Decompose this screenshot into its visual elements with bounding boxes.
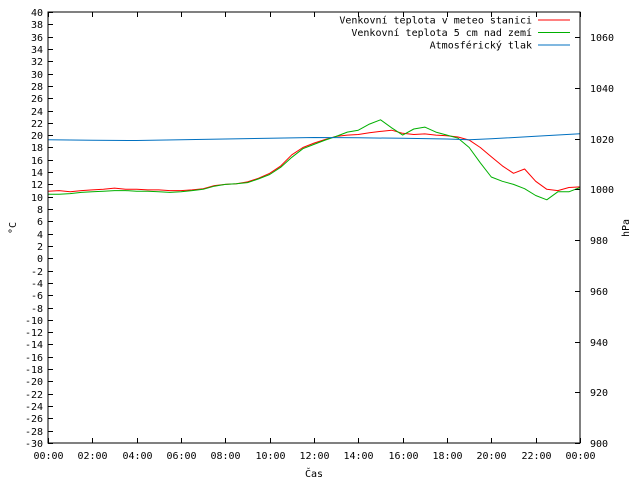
y-tick-label-2: 36 bbox=[31, 33, 43, 44]
y-tick-label-11: 18 bbox=[31, 143, 43, 154]
plot-series-lines bbox=[47, 119, 581, 201]
x-tick-label-1: 02:00 bbox=[77, 451, 107, 462]
y2-axis-title: hPa bbox=[621, 219, 632, 237]
y-tick-label-23: -6 bbox=[31, 291, 43, 302]
series-line-2 bbox=[47, 133, 581, 141]
x-tick-label-11: 22:00 bbox=[521, 451, 551, 462]
y-tick-label-21: -2 bbox=[31, 267, 43, 278]
y-tick-label-35: -30 bbox=[25, 439, 43, 450]
x-tick-label-3: 06:00 bbox=[166, 451, 196, 462]
x-tick-label-9: 18:00 bbox=[432, 451, 462, 462]
y-tick-label-20: 0 bbox=[37, 254, 43, 265]
y-tick-label-4: 32 bbox=[31, 57, 43, 68]
y-tick-label-32: -24 bbox=[25, 402, 43, 413]
x-tick-label-7: 14:00 bbox=[343, 451, 373, 462]
x-axis-ticks: 00:00 02:00 04:00 06:00 08:00 10:00 12:00 14:00… bbox=[33, 12, 596, 462]
plot-frame bbox=[47, 11, 581, 444]
y-tick-label-17: 6 bbox=[37, 217, 43, 228]
x-tick-label-10: 20:00 bbox=[476, 451, 506, 462]
legend-label-2: Atmosférický tlak bbox=[430, 40, 532, 52]
series-line-0 bbox=[47, 129, 581, 193]
y-tick-label-22: -4 bbox=[31, 279, 43, 290]
x-axis-title: Čas bbox=[305, 467, 323, 480]
y-tick-label-7: 26 bbox=[31, 94, 43, 105]
y-tick-label-1: 38 bbox=[31, 20, 43, 31]
y-tick-label-18: 4 bbox=[37, 230, 43, 241]
y-tick-label-10: 20 bbox=[31, 131, 43, 142]
x-tick-label-0: 00:00 bbox=[33, 451, 63, 462]
y2-tick-label-7: 920 bbox=[590, 388, 608, 399]
y-tick-label-13: 14 bbox=[31, 168, 43, 179]
y-tick-label-33: -26 bbox=[25, 414, 43, 425]
y-tick-label-14: 12 bbox=[31, 180, 43, 191]
y-tick-label-28: -16 bbox=[25, 353, 43, 364]
y-tick-label-19: 2 bbox=[37, 242, 43, 253]
y-tick-label-24: -8 bbox=[31, 304, 43, 315]
x-tick-label-12: 00:00 bbox=[565, 451, 595, 462]
y2-tick-label-3: 1000 bbox=[590, 185, 614, 196]
y-tick-label-9: 22 bbox=[31, 119, 43, 130]
y2-tick-label-6: 940 bbox=[590, 338, 608, 349]
y-tick-label-29: -18 bbox=[25, 365, 43, 376]
y2-tick-label-4: 980 bbox=[590, 236, 608, 247]
y2-axis-ticks: 1060 1040 1020 1000 980 960 940 920 900 bbox=[575, 33, 614, 450]
x-tick-label-6: 12:00 bbox=[299, 451, 329, 462]
x-tick-label-8: 16:00 bbox=[388, 451, 418, 462]
y2-tick-label-8: 900 bbox=[590, 439, 608, 450]
y-tick-label-27: -14 bbox=[25, 340, 43, 351]
legend-label-1: Venkovní teplota 5 cm nad zemí bbox=[351, 27, 532, 39]
y-tick-label-12: 16 bbox=[31, 156, 43, 167]
y-tick-label-5: 30 bbox=[31, 70, 43, 81]
y2-tick-label-1: 1040 bbox=[590, 84, 614, 95]
y-tick-label-31: -22 bbox=[25, 390, 43, 401]
x-tick-label-5: 10:00 bbox=[255, 451, 285, 462]
legend: Venkovní teplota v meteo staniciVenkovní… bbox=[339, 15, 570, 52]
y-tick-label-25: -10 bbox=[25, 316, 43, 327]
y-tick-label-8: 24 bbox=[31, 107, 43, 118]
y2-tick-label-0: 1060 bbox=[590, 33, 614, 44]
y-tick-label-16: 8 bbox=[37, 205, 43, 216]
legend-label-0: Venkovní teplota v meteo stanici bbox=[339, 15, 532, 27]
y-tick-label-15: 10 bbox=[31, 193, 43, 204]
y-tick-label-34: -28 bbox=[25, 427, 43, 438]
y2-tick-label-2: 1020 bbox=[590, 135, 614, 146]
y-tick-label-3: 34 bbox=[31, 45, 43, 56]
y-tick-label-6: 28 bbox=[31, 82, 43, 93]
y-axis-ticks: 4038363432302826242220181614121086420-2-… bbox=[25, 8, 53, 450]
y-tick-label-26: -12 bbox=[25, 328, 43, 339]
y-tick-label-0: 40 bbox=[31, 8, 43, 19]
x-tick-label-4: 08:00 bbox=[210, 451, 240, 462]
y-tick-label-30: -20 bbox=[25, 377, 43, 388]
y2-tick-label-5: 960 bbox=[590, 287, 608, 298]
y-axis-title: °C bbox=[8, 222, 19, 234]
x-tick-label-2: 04:00 bbox=[122, 451, 152, 462]
series-line-1 bbox=[48, 119, 581, 201]
